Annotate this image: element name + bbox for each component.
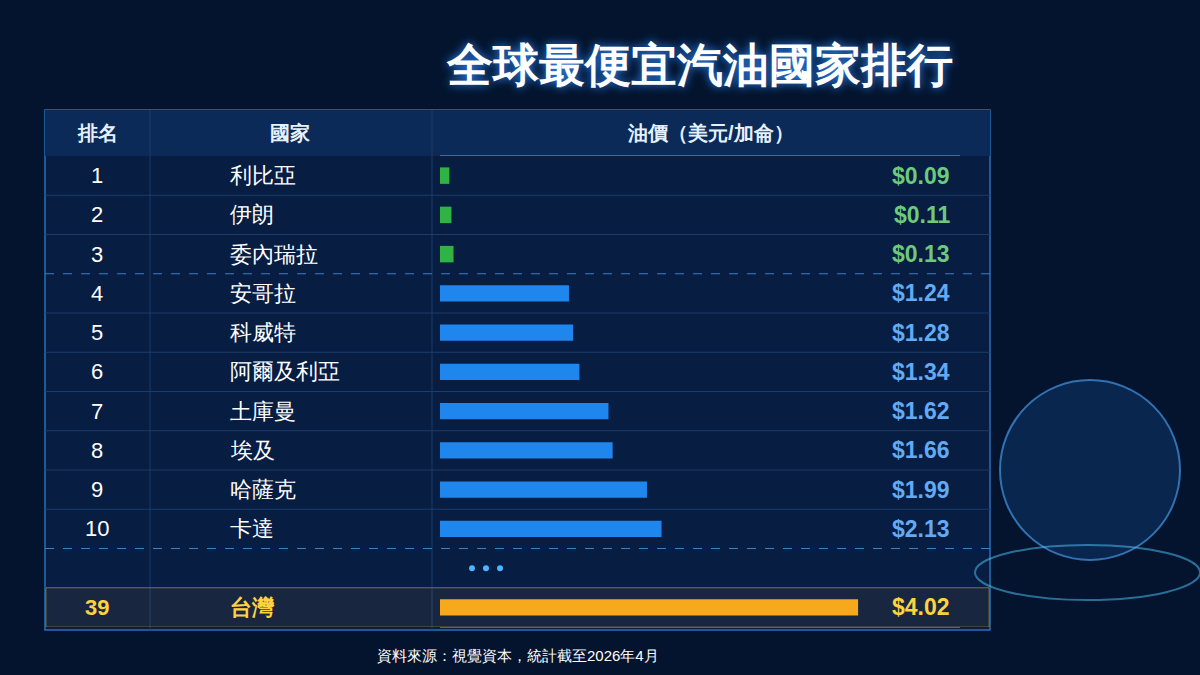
svg-text:4: 4 bbox=[91, 281, 103, 306]
svg-text:卡達: 卡達 bbox=[230, 516, 274, 541]
svg-text:2: 2 bbox=[91, 202, 103, 227]
svg-text:$1.34: $1.34 bbox=[892, 359, 950, 385]
svg-text:土庫曼: 土庫曼 bbox=[230, 399, 296, 424]
svg-text:$1.28: $1.28 bbox=[892, 320, 950, 346]
svg-text:$0.09: $0.09 bbox=[892, 163, 950, 189]
svg-text:10: 10 bbox=[85, 516, 109, 541]
svg-text:3: 3 bbox=[91, 242, 103, 267]
svg-text:利比亞: 利比亞 bbox=[230, 163, 296, 188]
svg-text:$2.13: $2.13 bbox=[892, 516, 950, 542]
svg-text:$1.62: $1.62 bbox=[892, 398, 950, 424]
svg-text:$1.24: $1.24 bbox=[892, 280, 950, 306]
svg-text:$0.11: $0.11 bbox=[894, 202, 950, 228]
svg-text:$4.02: $4.02 bbox=[892, 594, 950, 620]
svg-text:$0.13: $0.13 bbox=[892, 241, 950, 267]
svg-text:國家: 國家 bbox=[270, 122, 310, 144]
svg-text:科威特: 科威特 bbox=[230, 320, 296, 345]
svg-text:哈薩克: 哈薩克 bbox=[230, 477, 296, 502]
svg-text:6: 6 bbox=[91, 359, 103, 384]
svg-text:資料來源：視覺資本，統計截至2026年4月: 資料來源：視覺資本，統計截至2026年4月 bbox=[377, 647, 659, 664]
svg-text:伊朗: 伊朗 bbox=[230, 202, 274, 227]
svg-text:1: 1 bbox=[91, 163, 103, 188]
svg-text:阿爾及利亞: 阿爾及利亞 bbox=[230, 359, 340, 384]
svg-text:安哥拉: 安哥拉 bbox=[230, 281, 296, 306]
svg-text:台灣: 台灣 bbox=[230, 595, 275, 620]
svg-text:全球最便宜汽油國家排行: 全球最便宜汽油國家排行 bbox=[446, 39, 953, 91]
svg-text:8: 8 bbox=[91, 438, 103, 463]
svg-text:$1.99: $1.99 bbox=[892, 477, 950, 503]
svg-text:埃及: 埃及 bbox=[230, 438, 275, 463]
svg-text:5: 5 bbox=[91, 320, 103, 345]
svg-text:油價（美元/加侖）: 油價（美元/加侖） bbox=[627, 122, 794, 144]
svg-text:39: 39 bbox=[85, 595, 109, 620]
svg-text:排名: 排名 bbox=[77, 122, 118, 144]
svg-text:9: 9 bbox=[91, 477, 103, 502]
svg-text:委內瑞拉: 委內瑞拉 bbox=[230, 242, 318, 267]
svg-text:7: 7 bbox=[91, 399, 103, 424]
svg-text:$1.66: $1.66 bbox=[892, 437, 950, 463]
